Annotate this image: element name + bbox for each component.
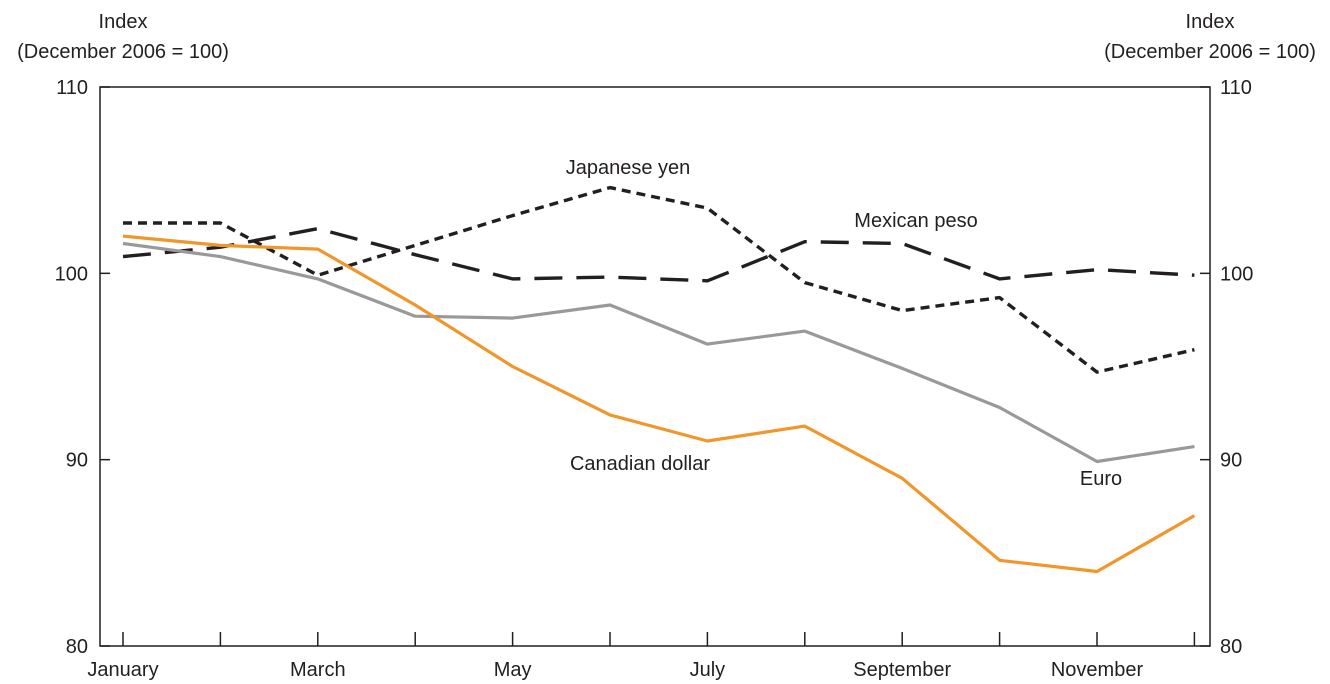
x-tick-label: July [690,659,726,681]
x-axis-ticks: January March May July September November [87,632,1196,681]
left-axis-title-line2: (December 2006 = 100) [17,41,229,63]
series-label-mexican-peso: Mexican peso [854,210,977,232]
right-axis-title-line2: (December 2006 = 100) [1104,41,1316,63]
series-label-japanese-yen: Japanese yen [566,157,691,179]
left-y-tick-label: 90 [66,450,88,472]
series-line-canadian-dollar [122,234,1196,574]
series-label-euro: Euro [1080,468,1122,490]
left-axis-title-line1: Index [99,11,148,33]
left-y-tick-label: 110 [56,77,88,99]
right-y-ticks: 80 90 100 110 [1200,77,1253,658]
x-tick-label: September [853,659,951,681]
left-y-ticks: 80 90 100 110 [55,77,110,658]
left-y-tick-label: 80 [66,636,88,658]
series-line-mexican-peso [122,226,1195,283]
right-y-tick-label: 110 [1220,77,1252,99]
series-line-euro [122,241,1195,464]
x-tick-label: January [87,659,158,681]
x-tick-label: March [290,659,346,681]
right-y-tick-label: 90 [1220,450,1242,472]
series-line-japanese-yen [123,185,1195,374]
plot-frame [99,86,1211,647]
right-axis-title-line1: Index [1186,11,1235,33]
series-label-canadian-dollar: Canadian dollar [570,453,710,475]
left-y-tick-label: 100 [55,263,88,285]
right-y-tick-label: 100 [1220,263,1253,285]
series-lines [122,185,1196,574]
x-tick-label: November [1051,659,1144,681]
right-y-tick-label: 80 [1220,636,1242,658]
x-tick-label: May [494,659,532,681]
